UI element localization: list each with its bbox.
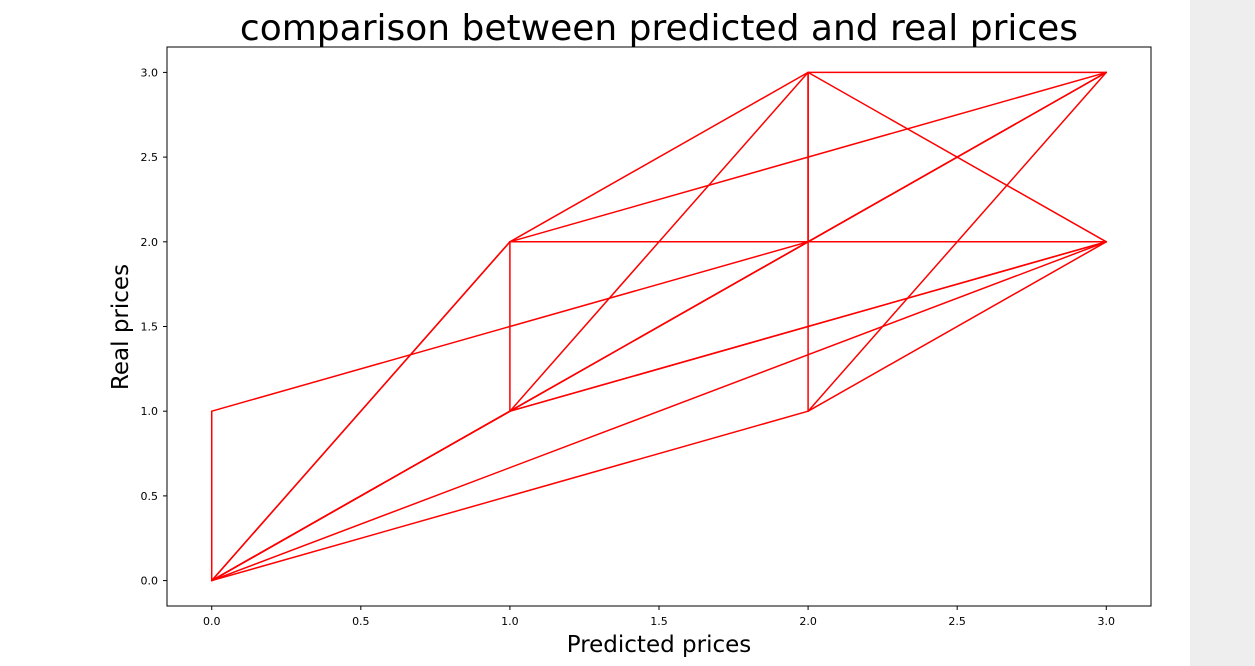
- side-panel: [1190, 0, 1255, 666]
- chart: comparison between predicted and real pr…: [108, 8, 1152, 658]
- x-axis-label: Predicted prices: [567, 632, 752, 658]
- data-layer: [210, 71, 1108, 582]
- y-tick-label: 1.5: [141, 321, 159, 334]
- x-tick-label: 1.0: [501, 615, 519, 628]
- series-line-segment: [509, 71, 809, 412]
- series-line-segment: [210, 71, 1108, 582]
- x-tick-label: 0.5: [352, 615, 370, 628]
- plot-panel: comparison between predicted and real pr…: [108, 8, 1152, 658]
- x-tick-label: 3.0: [1098, 615, 1116, 628]
- y-tick-label: 0.0: [141, 575, 159, 588]
- y-axis-label: Real prices: [108, 264, 134, 390]
- series-line-segment: [509, 71, 809, 243]
- y-tick-label: 0.5: [141, 490, 159, 503]
- series-line-segment: [210, 241, 1108, 582]
- series-line-segment: [210, 241, 809, 412]
- x-tick-label: 0.0: [203, 615, 221, 628]
- y-tick-label: 2.0: [141, 236, 159, 249]
- y-axis: 0.0 0.5 1.0 1.5 2.0 2.5 3.0: [141, 66, 167, 588]
- y-tick-label: 3.0: [141, 66, 159, 79]
- series-line-segment: [210, 241, 511, 582]
- x-tick-label: 1.5: [650, 615, 668, 628]
- x-tick-label: 2.5: [948, 615, 966, 628]
- series-line-segment: [807, 71, 1108, 412]
- series-line-segment: [210, 410, 809, 582]
- series-line-segment: [807, 241, 1108, 412]
- y-tick-label: 1.0: [141, 405, 159, 418]
- x-tick-label: 2.0: [799, 615, 817, 628]
- x-axis: 0.0 0.5 1.0 1.5 2.0 2.5 3.0: [203, 606, 1115, 628]
- chart-title: comparison between predicted and real pr…: [240, 8, 1078, 49]
- y-tick-label: 2.5: [141, 151, 159, 164]
